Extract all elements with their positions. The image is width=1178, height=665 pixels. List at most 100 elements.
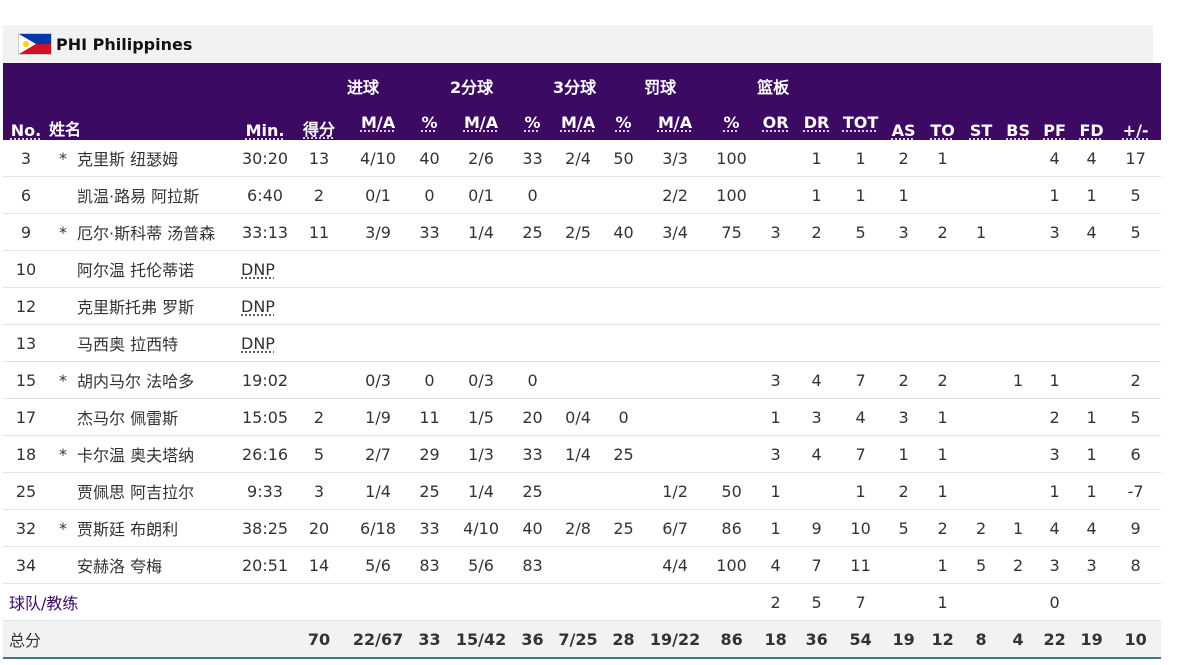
player-name[interactable]: 马西奥 拉西特 <box>77 324 238 362</box>
col-fd[interactable]: FD <box>1079 121 1104 140</box>
philippines-flag-icon <box>18 33 52 55</box>
player-name[interactable]: 安赫洛 夸梅 <box>77 546 238 584</box>
col-name[interactable]: 姓名 <box>49 120 82 139</box>
player-name[interactable]: 胡内马尔 法哈多 <box>77 361 238 399</box>
stat-bs <box>1000 176 1037 214</box>
stat-dr: 1 <box>796 140 838 177</box>
total-pts: 70 <box>293 620 346 659</box>
stat-two-ma: 2/6 <box>448 140 515 177</box>
table-row: 17 杰马尔 佩雷斯 15:05 2 1/9 11 1/5 20 0/4 0 1 3 4 3 1 2 1 5 <box>3 398 1162 436</box>
stat-tot: 7 <box>837 361 885 399</box>
stat-three-ma <box>551 472 606 510</box>
stat-ft-pct <box>708 583 756 621</box>
col-3pt-pct[interactable]: % <box>615 112 632 132</box>
stat-as: 1 <box>884 176 924 214</box>
stat-as: 1 <box>884 435 924 473</box>
player-name[interactable]: 杰马尔 佩雷斯 <box>77 398 238 436</box>
stat-fg-ma <box>345 583 412 621</box>
stat-or: 3 <box>755 213 797 251</box>
stat-two-ma: 1/4 <box>448 213 515 251</box>
stat-or <box>755 140 797 177</box>
dnp-label: DNP <box>237 324 1162 362</box>
starter-marker <box>49 176 77 214</box>
stat-three-pct: 25 <box>605 509 643 547</box>
stat-ft-ma <box>642 583 709 621</box>
col-fg-ma[interactable]: M/A <box>360 112 396 132</box>
stat-ft-pct <box>708 361 756 399</box>
stat-three-pct <box>605 176 643 214</box>
col-dr[interactable]: DR <box>803 112 830 132</box>
col-tot[interactable]: TOT <box>842 112 879 132</box>
group-fg: 进球 <box>347 77 380 97</box>
player-number: 3 <box>3 140 49 177</box>
stat-three-pct <box>605 472 643 510</box>
stat-fd <box>1073 583 1111 621</box>
stat-tot: 10 <box>837 509 885 547</box>
stat-pts: 2 <box>293 176 346 214</box>
col-to[interactable]: TO <box>930 121 955 140</box>
table-row: 12 克里斯托弗 罗斯 DNP <box>3 287 1162 325</box>
player-number: 15 <box>3 361 49 399</box>
player-name[interactable]: 克里斯 纽瑟姆 <box>77 140 238 177</box>
starter-marker <box>49 287 77 325</box>
stat-two-pct: 20 <box>514 398 552 436</box>
player-name[interactable]: 厄尔·斯科蒂 汤普森 <box>77 213 238 251</box>
player-name[interactable]: 贾斯廷 布朗利 <box>77 509 238 547</box>
stat-three-ma <box>551 546 606 584</box>
col-plus-minus[interactable]: +/- <box>1122 121 1149 140</box>
col-as[interactable]: AS <box>891 121 916 140</box>
col-pts[interactable]: 得分 <box>303 120 336 139</box>
starter-marker: * <box>49 509 77 547</box>
player-name[interactable]: 克里斯托弗 罗斯 <box>77 287 238 325</box>
stat-ft-ma: 1/2 <box>642 472 709 510</box>
col-pf[interactable]: PF <box>1043 121 1066 140</box>
stat-two-pct: 40 <box>514 509 552 547</box>
stat-fg-ma: 3/9 <box>345 213 412 251</box>
stat-two-pct <box>514 583 552 621</box>
stat-fg-ma: 0/3 <box>345 361 412 399</box>
col-ft-pct[interactable]: % <box>723 112 740 132</box>
starter-marker <box>49 546 77 584</box>
col-fg-pct[interactable]: % <box>421 112 438 132</box>
col-or[interactable]: OR <box>762 112 789 132</box>
stat-three-pct <box>605 546 643 584</box>
col-min[interactable]: Min. <box>245 121 285 140</box>
col-2pt-ma[interactable]: M/A <box>463 112 499 132</box>
col-ft-ma[interactable]: M/A <box>657 112 693 132</box>
stat-bs <box>1000 213 1037 251</box>
player-number: 6 <box>3 176 49 214</box>
player-name[interactable]: 凯温·路易 阿拉斯 <box>77 176 238 214</box>
total-two-ma: 15/42 <box>448 620 515 659</box>
totals-row: 总分 70 22/67 33 15/42 36 7/25 28 19/22 86 18 36 54 19 1… <box>3 620 1162 659</box>
col-st[interactable]: ST <box>969 121 993 140</box>
stat-three-ma <box>551 361 606 399</box>
group-2pt: 2分球 <box>450 77 494 97</box>
stat-pts <box>293 583 346 621</box>
stat-min: 20:51 <box>237 546 294 584</box>
stat-min: 19:02 <box>237 361 294 399</box>
starter-marker <box>49 398 77 436</box>
player-name[interactable]: 贾佩思 阿吉拉尔 <box>77 472 238 510</box>
stat-three-pct: 25 <box>605 435 643 473</box>
col-no[interactable]: No. <box>10 121 42 140</box>
stat-fg-pct: 83 <box>411 546 449 584</box>
col-3pt-ma[interactable]: M/A <box>560 112 596 132</box>
stat-two-ma: 1/4 <box>448 472 515 510</box>
stat-tot: 1 <box>837 472 885 510</box>
stat-three-pct: 40 <box>605 213 643 251</box>
player-number: 17 <box>3 398 49 436</box>
team-header: PHI Philippines <box>3 25 1153 63</box>
stat-or: 2 <box>755 583 797 621</box>
stat-two-ma <box>448 583 515 621</box>
stat-pm: 5 <box>1110 176 1162 214</box>
player-name[interactable]: 卡尔温 奥夫塔纳 <box>77 435 238 473</box>
stat-pf: 1 <box>1036 361 1074 399</box>
stat-st <box>962 176 1001 214</box>
stat-to: 2 <box>923 361 963 399</box>
stat-as: 5 <box>884 509 924 547</box>
player-name[interactable]: 阿尔温 托伦蒂诺 <box>77 250 238 288</box>
col-bs[interactable]: BS <box>1006 121 1030 140</box>
col-2pt-pct[interactable]: % <box>524 112 541 132</box>
stat-to: 1 <box>923 435 963 473</box>
stat-bs <box>1000 435 1037 473</box>
